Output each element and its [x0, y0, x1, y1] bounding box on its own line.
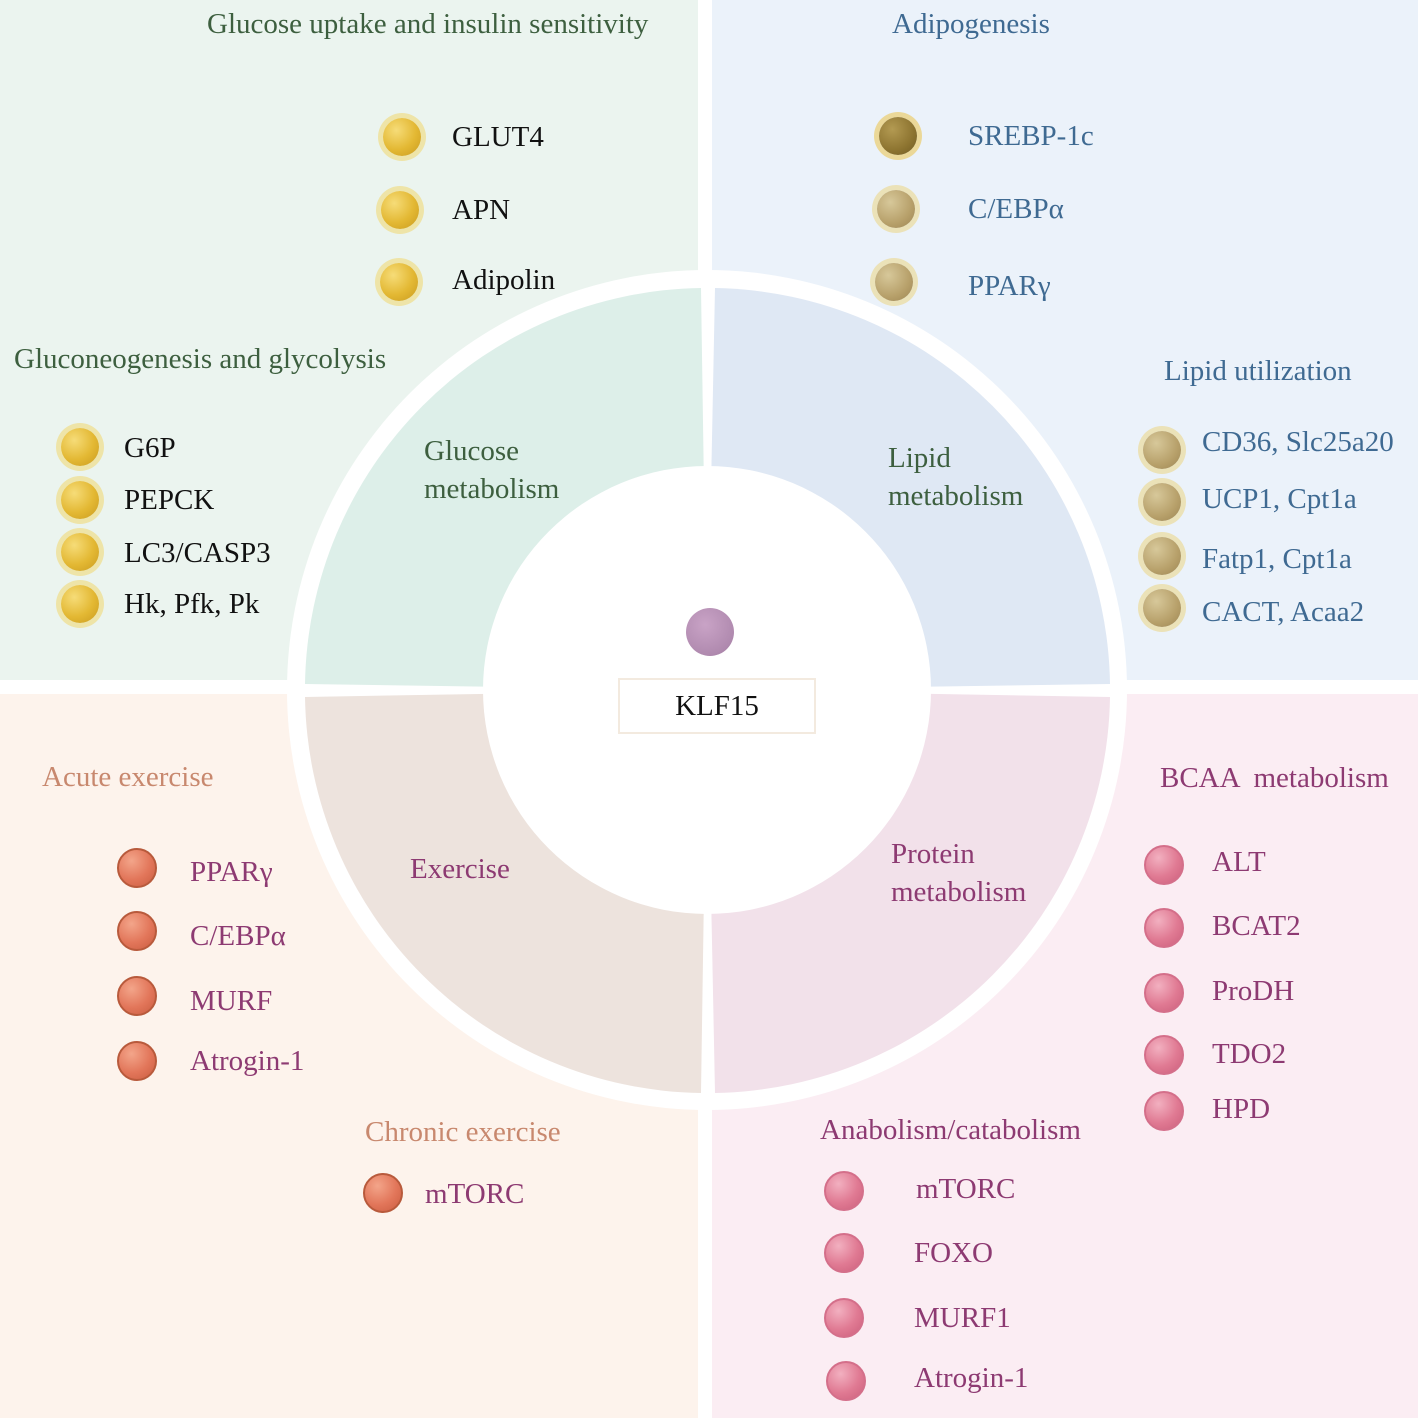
- prodh-icon: [1144, 973, 1184, 1013]
- ring-label-protein: Protein metabolism: [891, 838, 1027, 908]
- lipid-utilization-item: UCP1, Cpt1a: [1202, 483, 1357, 515]
- bcaa-item: HPD: [1212, 1093, 1271, 1125]
- fatp1-icon: [1143, 537, 1181, 575]
- acute-exercise-item: PPARγ: [190, 856, 273, 888]
- bcaa-item: ProDH: [1212, 975, 1295, 1007]
- klf15-icon: [686, 608, 734, 656]
- adipogenesis-item: SREBP-1c: [968, 120, 1094, 152]
- foxo-icon: [824, 1233, 864, 1273]
- anabolism-catabolism-title: Anabolism/catabolism: [820, 1114, 1081, 1146]
- glut4-icon: [383, 118, 421, 156]
- tdo2-icon: [1144, 1035, 1184, 1075]
- bcaa-item: ALT: [1212, 846, 1266, 878]
- acute-exercise-item: Atrogin-1: [190, 1045, 305, 1077]
- anabolism-item: Atrogin-1: [914, 1362, 1029, 1394]
- lipid-utilization-item: CACT, Acaa2: [1202, 596, 1365, 628]
- cd36-icon: [1143, 431, 1181, 469]
- bcaa-item: TDO2: [1212, 1038, 1287, 1070]
- mtorc-protein-icon: [824, 1171, 864, 1211]
- hk-pfk-pk-icon: [61, 585, 99, 623]
- adipolin-icon: [380, 263, 418, 301]
- lipid-utilization-title: Lipid utilization: [1164, 355, 1352, 387]
- ucp1-icon: [1143, 483, 1181, 521]
- adipogenesis-title: Adipogenesis: [892, 8, 1050, 40]
- anabolism-item: MURF1: [914, 1302, 1011, 1334]
- ring-label-exercise: Exercise: [410, 853, 510, 885]
- gluconeogenesis-item: LC3/CASP3: [124, 537, 271, 569]
- cebpa-icon: [877, 190, 915, 228]
- gluconeogenesis-item: PEPCK: [124, 484, 215, 516]
- murf1-icon: [824, 1298, 864, 1338]
- cact-icon: [1143, 589, 1181, 627]
- adipogenesis-item: C/EBPα: [968, 193, 1064, 225]
- center-label-box: KLF15: [618, 678, 816, 734]
- glucose-uptake-item: Adipolin: [452, 264, 556, 296]
- chronic-exercise-item: mTORC: [425, 1178, 525, 1210]
- murf-icon: [117, 976, 157, 1016]
- bcat2-icon: [1144, 908, 1184, 948]
- gluconeogenesis-title: Gluconeogenesis and glycolysis: [14, 343, 387, 375]
- lc3-casp3-icon: [61, 533, 99, 571]
- hpd-icon: [1144, 1091, 1184, 1131]
- acute-exercise-title: Acute exercise: [42, 761, 214, 793]
- lipid-utilization-item: CD36, Slc25a20: [1202, 426, 1394, 458]
- bcaa-metabolism-title: BCAA metabolism: [1160, 762, 1389, 794]
- glucose-uptake-item: GLUT4: [452, 121, 544, 153]
- pepck-icon: [61, 481, 99, 519]
- anabolism-item: mTORC: [916, 1173, 1016, 1205]
- pparg-exercise-icon: [117, 848, 157, 888]
- acute-exercise-item: MURF: [190, 985, 273, 1017]
- lipid-utilization-item: Fatp1, Cpt1a: [1202, 543, 1352, 575]
- anabolism-item: FOXO: [914, 1237, 993, 1269]
- glucose-uptake-title: Glucose uptake and insulin sensitivity: [207, 8, 649, 40]
- chronic-exercise-title: Chronic exercise: [365, 1116, 561, 1148]
- adipogenesis-item: PPARγ: [968, 270, 1051, 302]
- cebpa-exercise-icon: [117, 911, 157, 951]
- gluconeogenesis-item: G6P: [124, 432, 176, 464]
- gluconeogenesis-item: Hk, Pfk, Pk: [124, 588, 260, 620]
- ring-label-lipid: Lipid metabolism: [888, 442, 1024, 512]
- apn-icon: [381, 191, 419, 229]
- center-label: KLF15: [675, 689, 759, 722]
- ring-label-glucose: Glucose metabolism: [424, 435, 560, 505]
- g6p-icon: [61, 428, 99, 466]
- srebp-1c-icon: [879, 117, 917, 155]
- alt-icon: [1144, 845, 1184, 885]
- pparg-icon: [875, 263, 913, 301]
- mtorc-exercise-icon: [363, 1173, 403, 1213]
- bcaa-item: BCAT2: [1212, 910, 1301, 942]
- acute-exercise-item: C/EBPα: [190, 920, 286, 952]
- glucose-uptake-item: APN: [452, 194, 511, 226]
- atrogin-1-exercise-icon: [117, 1041, 157, 1081]
- atrogin-1-protein-icon: [826, 1361, 866, 1401]
